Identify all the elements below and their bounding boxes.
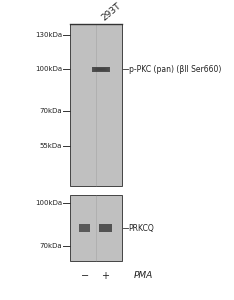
Bar bbox=[95, 68, 107, 71]
Bar bbox=[70, 24, 122, 186]
Text: 100kDa: 100kDa bbox=[35, 66, 62, 72]
Text: −: − bbox=[80, 271, 89, 281]
Text: PRKCQ: PRKCQ bbox=[129, 224, 154, 232]
Text: 70kDa: 70kDa bbox=[39, 109, 62, 115]
Bar bbox=[70, 195, 122, 261]
Bar bbox=[79, 224, 90, 232]
Text: 100kDa: 100kDa bbox=[35, 200, 62, 206]
Bar bbox=[94, 68, 108, 71]
Text: 55kDa: 55kDa bbox=[40, 142, 62, 148]
Bar bbox=[99, 224, 112, 232]
Bar bbox=[100, 69, 102, 70]
Bar bbox=[93, 67, 109, 72]
Bar bbox=[94, 67, 109, 71]
Bar bbox=[98, 69, 104, 70]
Text: +: + bbox=[101, 271, 109, 281]
Bar bbox=[99, 69, 103, 70]
Bar bbox=[97, 68, 106, 70]
Bar bbox=[96, 68, 106, 71]
Text: PMA: PMA bbox=[133, 272, 153, 280]
Bar bbox=[97, 68, 105, 70]
Text: p-PKC (pan) (βII Ser660): p-PKC (pan) (βII Ser660) bbox=[129, 65, 221, 74]
Text: 293T: 293T bbox=[99, 1, 122, 22]
Bar bbox=[100, 69, 102, 70]
Text: 130kDa: 130kDa bbox=[35, 32, 62, 38]
Text: 70kDa: 70kDa bbox=[39, 244, 62, 250]
Bar bbox=[92, 67, 110, 72]
Bar bbox=[92, 67, 110, 72]
